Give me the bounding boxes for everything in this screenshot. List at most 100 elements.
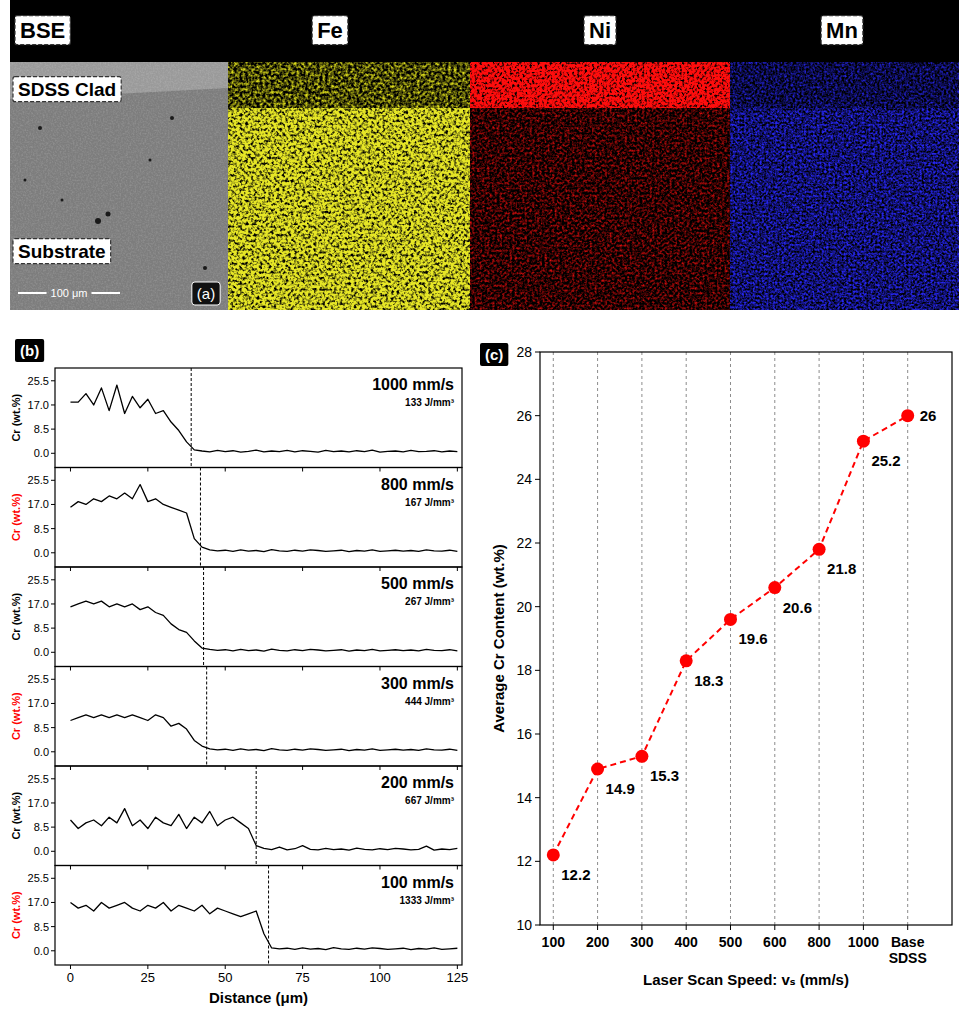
grid-line <box>553 352 554 925</box>
cr-profile-line <box>70 715 457 751</box>
profile-panel: 0.08.517.025.5Cr (wt.%)0255075100125100 … <box>10 866 468 986</box>
data-label: 15.3 <box>650 767 679 784</box>
series-label: 200 mm/s <box>381 774 454 791</box>
interface-line <box>268 866 269 966</box>
cr-profile-line <box>70 601 457 651</box>
profile-panel: 0.08.517.025.5Cr (wt.%)1000 mm/s133 J/mm… <box>10 368 462 472</box>
profile-panel: 0.08.517.025.5Cr (wt.%)500 mm/s267 J/mm³ <box>10 567 462 671</box>
bse-substrate <box>10 62 228 310</box>
energy-density-label: 267 J/mm³ <box>405 596 455 607</box>
map-label: Fe <box>317 18 343 43</box>
y-tick-label: 22 <box>516 535 532 551</box>
y-tick-label: 17.0 <box>28 697 49 709</box>
x-tick <box>379 965 380 969</box>
x-tick <box>863 925 864 930</box>
map-label: Ni <box>589 18 611 43</box>
profile-panel: 0.08.517.025.5Cr (wt.%)300 mm/s444 J/mm³ <box>10 667 462 771</box>
x-tick <box>225 468 226 472</box>
map-label: Mn <box>826 18 858 43</box>
y-tick-label: 17.0 <box>28 598 49 610</box>
scale-bar <box>18 292 47 294</box>
y-tick-label: 26 <box>516 408 532 424</box>
bse-texture <box>10 62 228 310</box>
panel-letter: (c) <box>485 346 503 363</box>
data-group <box>70 567 457 667</box>
y-tick-label: 16 <box>516 726 532 742</box>
data-label: 14.9 <box>606 780 635 797</box>
y-tick-label: 8.5 <box>34 722 49 734</box>
y-tick <box>51 453 55 454</box>
y-tick <box>51 528 55 529</box>
data-group <box>70 368 457 468</box>
interface-line <box>200 468 201 568</box>
x-tick <box>225 965 226 969</box>
interface-line <box>256 766 257 866</box>
data-point <box>901 409 914 422</box>
y-tick-label: 24 <box>516 471 532 487</box>
x-tick <box>730 925 731 930</box>
energy-density-label: 167 J/mm³ <box>405 497 455 508</box>
x-axis-title: Distance (μm) <box>209 989 308 1006</box>
y-tick-label: 25.5 <box>28 474 49 486</box>
x-tick-label: 75 <box>295 970 309 985</box>
panel-letter-box <box>480 343 508 366</box>
y-tick-label: 17.0 <box>28 797 49 809</box>
cr-profile-line <box>70 902 457 949</box>
grid-line <box>774 352 775 925</box>
data-label: 21.8 <box>827 560 856 577</box>
data-point <box>813 543 826 556</box>
data-point <box>857 435 870 448</box>
panel-a: BSEFeNiMnSDSS CladSubstrate100 μm(a) <box>10 0 959 310</box>
y-tick-label: 25.5 <box>28 574 49 586</box>
x-tick-label: 50 <box>218 970 232 985</box>
y-tick-label: 0.0 <box>34 447 49 459</box>
grid-line <box>819 352 820 925</box>
y-tick-label: 10 <box>516 917 532 933</box>
y-tick <box>51 579 55 580</box>
interface-line <box>191 368 192 468</box>
x-tick <box>641 925 642 930</box>
y-tick <box>535 670 540 671</box>
scale-bar <box>91 292 120 294</box>
map-label: SDSS Clad <box>18 79 116 100</box>
scale-bar-label: 100 μm <box>51 287 88 299</box>
y-tick <box>535 415 540 416</box>
y-tick-label: 20 <box>516 599 532 615</box>
data-point <box>724 613 737 626</box>
y-tick-label: 8.5 <box>34 821 49 833</box>
panel-letter: (a) <box>197 285 215 302</box>
grid-line <box>907 352 908 925</box>
plot-frame <box>55 866 462 966</box>
x-tick <box>907 925 908 930</box>
x-tick <box>686 925 687 930</box>
data-point <box>547 848 560 861</box>
y-tick <box>51 778 55 779</box>
x-tick-label: 125 <box>447 970 469 985</box>
plot-frame <box>540 352 952 925</box>
data-label: 26 <box>920 407 937 424</box>
series-label: 100 mm/s <box>381 874 454 891</box>
y-tick <box>51 652 55 653</box>
y-tick <box>535 734 540 735</box>
x-tick <box>70 468 71 472</box>
y-axis-title: Cr (wt.%) <box>10 692 22 740</box>
y-axis-title: Cr (wt.%) <box>10 891 22 939</box>
y-tick-label: 17.0 <box>28 896 49 908</box>
y-axis-title: Cr (wt.%) <box>10 493 22 541</box>
data-point <box>635 750 648 763</box>
y-tick-label: 18 <box>516 662 532 678</box>
label-box <box>584 16 616 45</box>
y-axis-title: Cr (wt.%) <box>10 593 22 641</box>
y-axis-title: Cr (wt.%) <box>10 394 22 442</box>
y-tick-label: 8.5 <box>34 921 49 933</box>
x-axis-title: Laser Scan Speed: vₛ (mm/s) <box>643 971 849 988</box>
grid-line <box>597 352 598 925</box>
y-tick <box>51 902 55 903</box>
x-tick-label-line: Base <box>891 934 925 950</box>
x-tick <box>457 468 458 472</box>
y-tick-label: 0.0 <box>34 646 49 658</box>
y-tick-label: 17.0 <box>28 498 49 510</box>
plot-frame <box>55 766 462 866</box>
data-label: 25.2 <box>871 452 900 469</box>
data-point <box>680 654 693 667</box>
